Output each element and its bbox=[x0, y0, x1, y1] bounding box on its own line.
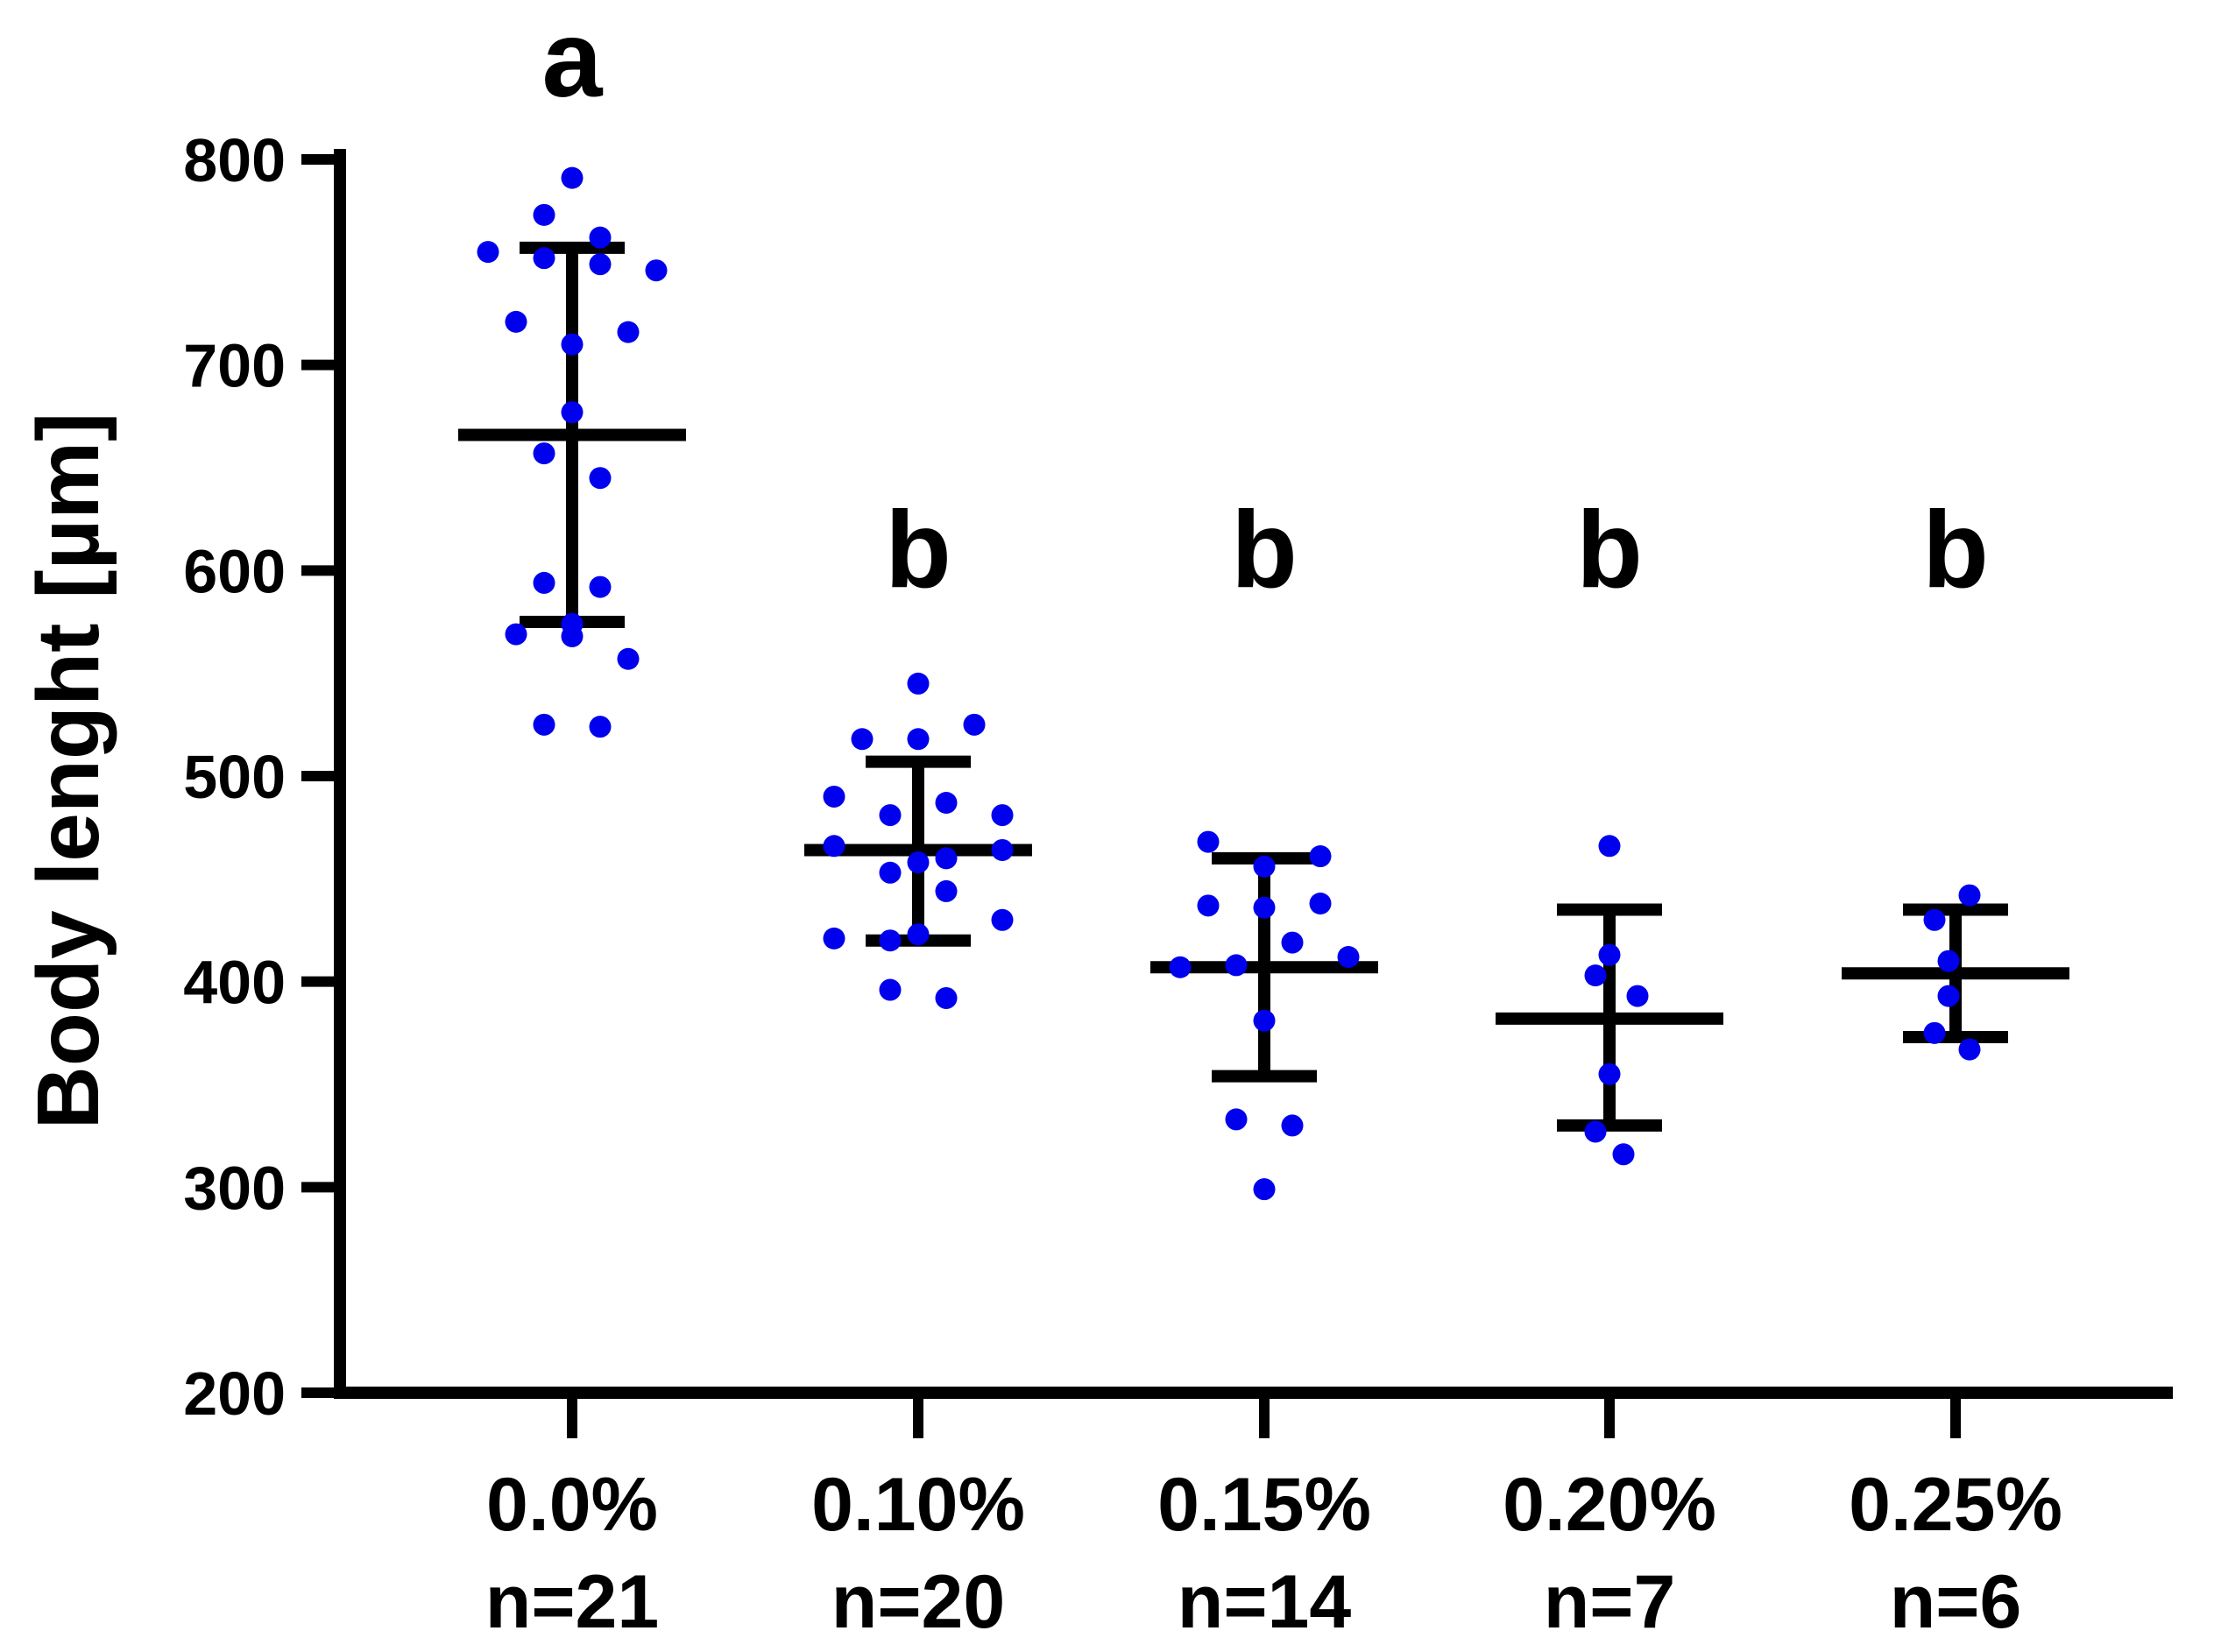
data-point bbox=[561, 166, 584, 189]
x-category-label: 0.15% bbox=[1157, 1463, 1371, 1547]
data-point bbox=[1281, 1114, 1304, 1137]
data-point bbox=[589, 253, 612, 276]
sample-size-label: n=14 bbox=[1178, 1560, 1352, 1644]
mean-sd-bars bbox=[458, 241, 2069, 1132]
data-point bbox=[533, 713, 555, 736]
data-point bbox=[1309, 845, 1332, 868]
data-point bbox=[1923, 1021, 1946, 1044]
data-point bbox=[879, 929, 902, 952]
y-tick-label: 300 bbox=[183, 1154, 286, 1222]
data-point bbox=[533, 571, 555, 594]
data-point bbox=[589, 226, 612, 249]
data-point bbox=[1958, 884, 1981, 907]
y-tick-label: 500 bbox=[183, 743, 286, 811]
data-point bbox=[1225, 1108, 1248, 1131]
significance-letter: b bbox=[885, 490, 951, 611]
significance-letter: b bbox=[1576, 490, 1643, 611]
data-point bbox=[1197, 894, 1220, 917]
y-tick-label: 600 bbox=[183, 537, 286, 605]
y-tick-label: 400 bbox=[183, 949, 286, 1017]
data-point bbox=[1937, 985, 1960, 1007]
sample-size-label: n=21 bbox=[485, 1560, 659, 1644]
data-points bbox=[477, 166, 1981, 1201]
data-point bbox=[1598, 835, 1621, 858]
significance-letter: a bbox=[542, 0, 604, 120]
data-point bbox=[589, 575, 612, 598]
sample-size-label: n=20 bbox=[831, 1560, 1005, 1644]
data-point bbox=[645, 259, 668, 282]
x-category-label: 0.10% bbox=[811, 1463, 1025, 1547]
data-point bbox=[561, 625, 584, 647]
data-point bbox=[935, 986, 958, 1009]
ticks: 200 300 400 500 600 700 800 bbox=[183, 126, 1961, 1438]
data-point bbox=[991, 908, 1014, 931]
y-tick-label: 700 bbox=[183, 332, 286, 400]
data-point bbox=[505, 623, 527, 646]
data-point bbox=[1225, 954, 1248, 977]
data-point bbox=[1923, 908, 1946, 931]
y-tick-label: 200 bbox=[183, 1359, 286, 1428]
sample-size-label: n=7 bbox=[1544, 1560, 1676, 1644]
data-point bbox=[589, 467, 612, 490]
data-point bbox=[1197, 830, 1220, 853]
data-point bbox=[935, 792, 958, 815]
data-point bbox=[533, 247, 555, 270]
data-point bbox=[991, 838, 1014, 861]
data-point bbox=[823, 785, 845, 808]
sample-size-label: n=6 bbox=[1890, 1560, 2022, 1644]
data-point bbox=[935, 879, 958, 902]
data-point bbox=[907, 728, 930, 751]
data-point bbox=[1612, 1143, 1635, 1166]
x-category-label: 0.20% bbox=[1503, 1463, 1716, 1547]
data-point bbox=[823, 927, 845, 950]
data-point bbox=[1253, 1178, 1276, 1201]
data-point bbox=[879, 861, 902, 884]
data-point bbox=[1253, 855, 1276, 878]
significance-letter: b bbox=[1231, 490, 1298, 611]
data-point bbox=[1584, 964, 1607, 987]
data-point bbox=[1253, 896, 1276, 919]
data-point bbox=[823, 835, 845, 858]
data-point bbox=[879, 804, 902, 827]
data-point bbox=[935, 847, 958, 870]
data-point bbox=[533, 442, 555, 465]
data-point bbox=[561, 333, 584, 356]
data-point bbox=[1309, 892, 1332, 914]
data-point bbox=[617, 321, 640, 343]
data-point bbox=[851, 728, 874, 751]
data-point bbox=[879, 978, 902, 1001]
data-point bbox=[561, 401, 584, 424]
data-point bbox=[1958, 1038, 1981, 1061]
data-point bbox=[1584, 1120, 1607, 1143]
data-point bbox=[1598, 943, 1621, 966]
data-point bbox=[505, 310, 527, 333]
data-point bbox=[1598, 1063, 1621, 1085]
data-point bbox=[533, 203, 555, 226]
data-point bbox=[1169, 956, 1192, 978]
data-point bbox=[1281, 931, 1304, 954]
data-point bbox=[1937, 950, 1960, 972]
significance-letter: b bbox=[1922, 490, 1989, 611]
data-point bbox=[991, 804, 1014, 827]
data-point bbox=[1337, 946, 1360, 969]
data-point bbox=[907, 851, 930, 874]
data-point bbox=[963, 713, 986, 736]
x-category-label: 0.25% bbox=[1849, 1463, 2062, 1547]
x-category-label: 0.0% bbox=[486, 1463, 658, 1547]
data-point bbox=[1253, 1009, 1276, 1032]
axes bbox=[334, 149, 2173, 1399]
data-point bbox=[589, 716, 612, 738]
labels: 0.0% n=21 a 0.10% n=20 b 0.15% n=14 b 0.20% n=7 b 0.… bbox=[485, 0, 2062, 1644]
data-point bbox=[477, 241, 499, 264]
data-point bbox=[907, 923, 930, 946]
data-point bbox=[907, 672, 930, 695]
data-point bbox=[617, 647, 640, 670]
y-tick-label: 800 bbox=[183, 126, 286, 194]
y-axis-label: Body lenght [µm] bbox=[19, 413, 117, 1130]
data-point bbox=[1626, 985, 1649, 1007]
